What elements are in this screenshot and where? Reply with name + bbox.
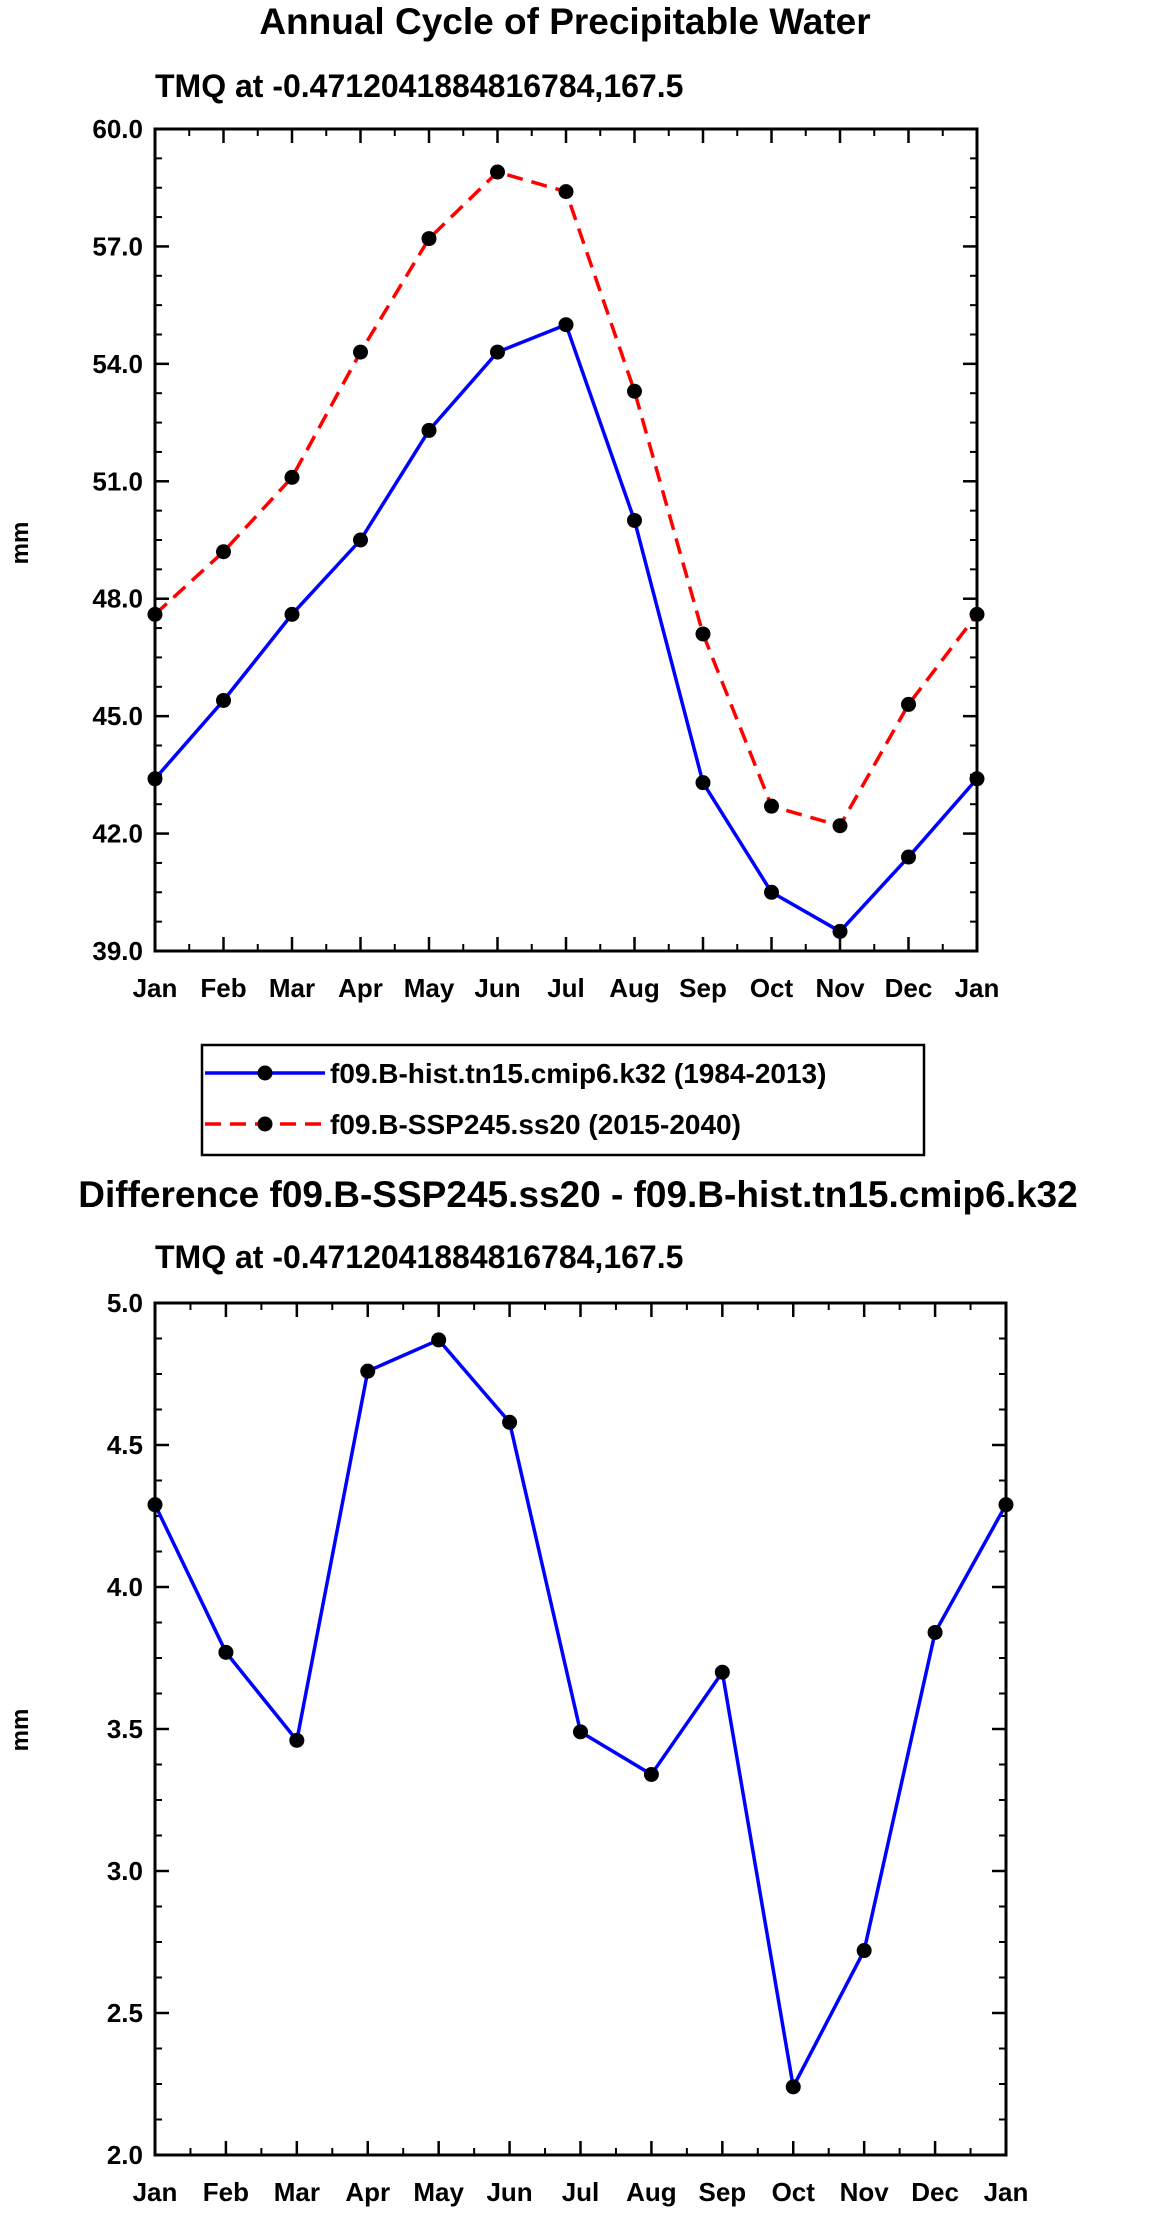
chart2-ytick-label: 3.5: [107, 1714, 143, 1744]
chart1-series-0-point: [764, 884, 779, 900]
chart1-series-1-point: [490, 164, 505, 180]
chart2-series-0-point: [502, 1414, 518, 1430]
chart1-xtick-label: Mar: [269, 973, 315, 1003]
chart1-plot: Jan Feb Mar Apr May Jun Jul Aug Sep Oct Nov Dec Jan 3…: [92, 114, 999, 1003]
chart1-xtick-label: Apr: [338, 973, 383, 1003]
chart2-series-line-0: [153, 1338, 1008, 2089]
chart1-subtitle: TMQ at -0.4712041884816784,167.5: [155, 68, 683, 104]
chart1-series-1-point: [969, 606, 985, 622]
chart1-series-1-point: [627, 383, 642, 399]
chart2-subtitle: TMQ at -0.4712041884816784,167.5: [155, 1239, 683, 1275]
chart1-series-0-point: [695, 775, 711, 791]
chart1-xtick-label: Aug: [609, 973, 660, 1003]
chart2-xtick-label: Mar: [274, 2177, 320, 2207]
chart2-xtick-label: Jul: [562, 2177, 600, 2207]
chart1-xtick-label: Jan: [955, 973, 1000, 1003]
chart2-series-0-point: [147, 1497, 163, 1513]
chart1-series-0-point: [832, 923, 848, 939]
chart2-series-0-point: [785, 2079, 801, 2095]
chart1-series-1-point: [901, 696, 916, 712]
chart2-series-0-point: [431, 1332, 447, 1348]
chart1-series-0-point: [558, 317, 574, 333]
chart2-xtick-label: Jan: [133, 2177, 178, 2207]
chart2-plot: Jan Feb Mar Apr May Jun Jul Aug Sep Oct Nov Dec Jan 2…: [107, 1288, 1029, 2207]
chart2-xtick-label: Jan: [984, 2177, 1029, 2207]
chart1-series-1-point: [353, 344, 368, 360]
chart1-series-1-point: [832, 818, 848, 834]
chart2-series-0-point: [856, 1943, 872, 1959]
chart2-xtick-label: Oct: [772, 2177, 816, 2207]
chart2-series-0-point: [643, 1766, 659, 1782]
legend-label-ssp: f09.B-SSP245.ss20 (2015-2040): [330, 1109, 741, 1140]
chart1-series-0-point: [284, 606, 300, 622]
chart2-xtick-label: Apr: [345, 2177, 390, 2207]
chart1-xtick-label: Nov: [815, 973, 865, 1003]
chart1-series-1-point: [421, 231, 437, 247]
chart2-xtick-label: May: [413, 2177, 464, 2207]
chart1-series-0-point: [216, 692, 231, 708]
chart1-xtick-label: Jun: [474, 973, 520, 1003]
chart1-series-line-0: [153, 322, 979, 934]
chart1-ytick-label: 45.0: [92, 701, 143, 731]
chart1-series-0-point: [353, 532, 368, 548]
chart1-series-1-point: [764, 798, 779, 814]
chart2-ytick-label: 2.0: [107, 2140, 143, 2170]
chart1-ytick-label: 57.0: [92, 231, 143, 261]
chart1-series-0-point: [421, 422, 437, 438]
chart1-xtick-label: Oct: [750, 973, 794, 1003]
chart2-title: Difference f09.B-SSP245.ss20 - f09.B-his…: [78, 1174, 1077, 1215]
chart2-xtick-label: Dec: [911, 2177, 959, 2207]
chart2-ytick-label: 4.5: [107, 1430, 143, 1460]
chart2-series-0-point: [573, 1724, 588, 1740]
chart2-series-0-point: [998, 1497, 1014, 1513]
chart1-frame: [153, 127, 979, 953]
chart1-xtick-label: Dec: [885, 973, 933, 1003]
chart1-series-1-point: [284, 469, 300, 485]
chart1-xtick-label: Sep: [679, 973, 727, 1003]
chart2-xtick-label: Feb: [203, 2177, 249, 2207]
chart1-series-1-point: [147, 606, 163, 622]
chart2-series-0-point: [714, 1664, 730, 1680]
chart1-series-0-point: [627, 512, 642, 528]
legend-marker-ssp: [257, 1116, 273, 1132]
chart1-series-1-point: [695, 626, 711, 642]
chart2-ytick-label: 3.0: [107, 1856, 143, 1886]
chart2-xtick-label: Aug: [626, 2177, 677, 2207]
chart1-legend: f09.B-hist.tn15.cmip6.k32 (1984-2013) f0…: [200, 1043, 926, 1157]
chart1-xtick-label: Jan: [133, 973, 178, 1003]
legend-marker-hist: [257, 1065, 273, 1081]
chart2-series-0-point: [218, 1644, 234, 1660]
chart1-title: Annual Cycle of Precipitable Water: [259, 1, 870, 42]
chart1-series-0-point: [969, 771, 985, 787]
chart1-xtick-label: May: [404, 973, 455, 1003]
chart1-xtick-label: Jul: [547, 973, 585, 1003]
chart2-xtick-label: Nov: [840, 2177, 890, 2207]
chart1-ytick-label: 54.0: [92, 349, 143, 379]
legend-box: [200, 1043, 926, 1157]
chart1-series-0-point: [147, 771, 163, 787]
chart2-ytick-label: 5.0: [107, 1288, 143, 1318]
chart2-ytick-label: 2.5: [107, 1998, 143, 2028]
chart1-ytick-label: 42.0: [92, 819, 143, 849]
chart1-xtick-label: Feb: [200, 973, 246, 1003]
chart1-ytick-label: 60.0: [92, 114, 143, 144]
chart2-series-0-point: [360, 1363, 376, 1379]
chart1-ytick-label: 39.0: [92, 936, 143, 966]
chart2-xtick-label: Jun: [486, 2177, 532, 2207]
legend-label-hist: f09.B-hist.tn15.cmip6.k32 (1984-2013): [330, 1058, 826, 1089]
chart1-series-line-1: [153, 170, 979, 828]
chart1-ytick-label: 51.0: [92, 466, 143, 496]
chart1-ylabel: mm: [7, 522, 34, 565]
chart1-series-1-point: [558, 184, 574, 200]
chart2-xtick-label: Sep: [698, 2177, 746, 2207]
chart2-ytick-label: 4.0: [107, 1572, 143, 1602]
chart1-series-0-point: [490, 344, 505, 360]
chart2-series-0-point: [289, 1732, 305, 1748]
chart1-series-1-point: [216, 544, 231, 560]
chart2-ylabel: mm: [7, 1709, 34, 1752]
chart1-series-0-point: [901, 849, 916, 865]
chart1-ytick-label: 48.0: [92, 584, 143, 614]
chart2-series-0-point: [927, 1624, 943, 1640]
